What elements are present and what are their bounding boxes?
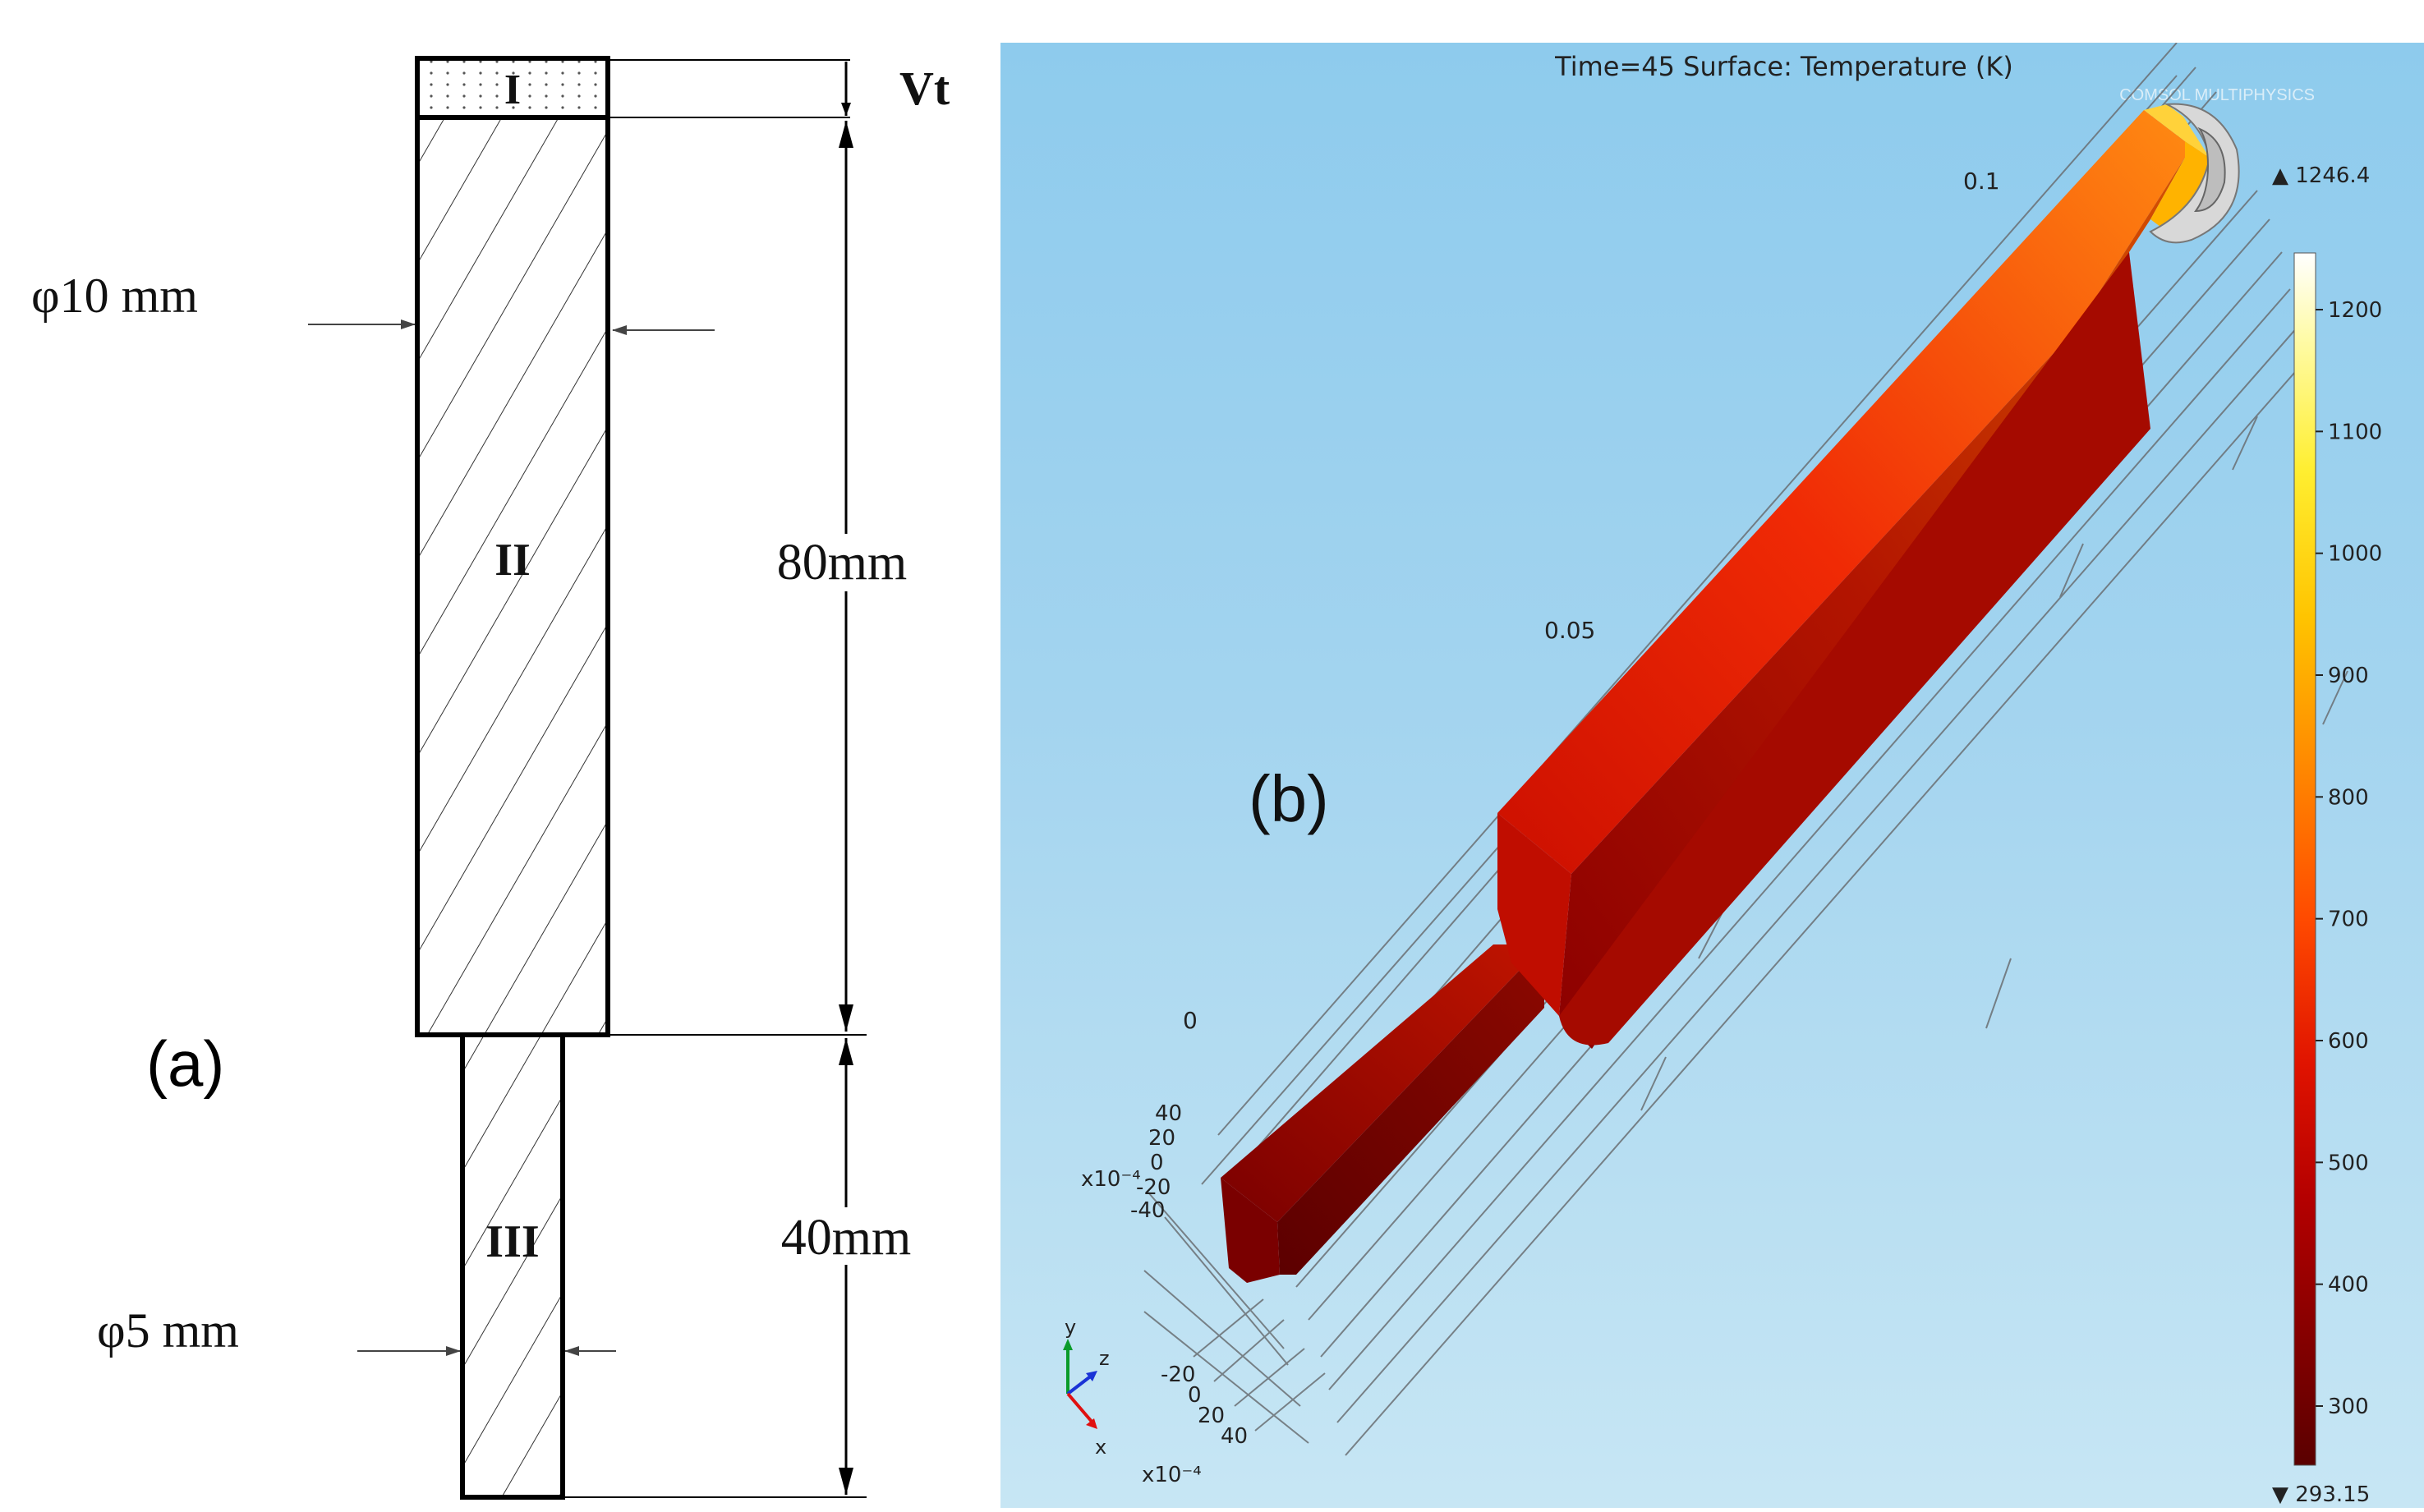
axis-tick-0-05: 0.05	[1544, 617, 1595, 644]
length-80-label: 80mm	[777, 535, 907, 591]
y-tick-20: 20	[1148, 1126, 1175, 1151]
comsol-svg: Time=45 Surface: Temperature (K) COMSOL …	[1063, 43, 2382, 1507]
panel-b-label: (b)	[1249, 762, 1329, 835]
colorbar-tick-500: 500	[2328, 1151, 2369, 1175]
thin-rod-end	[1221, 1178, 1280, 1283]
y-tick-neg20: -20	[1136, 1175, 1171, 1200]
diameter-5-label: φ5 mm	[97, 1303, 239, 1358]
x-tick-20: 20	[1198, 1404, 1225, 1428]
colorbar-tick-900: 900	[2328, 664, 2369, 688]
section-ii-rect	[415, 115, 610, 1037]
thick-rod-top-face	[1497, 110, 2185, 874]
diameter-10-label: φ10 mm	[31, 269, 198, 323]
triad-z-label: z	[1099, 1347, 1110, 1370]
length-40-label: 40mm	[781, 1210, 911, 1266]
thick-rod-bottom-curve	[1559, 252, 2150, 1046]
section-iii-label: III	[485, 1216, 539, 1267]
panel-a-label: (a)	[146, 1027, 224, 1100]
triad-y-label: y	[1065, 1316, 1076, 1339]
comsol-logo: COMSOL MULTIPHYSICS	[2119, 86, 2315, 104]
thin-rod-top-face	[1221, 944, 1544, 1222]
x-tick-neg20: -20	[1161, 1363, 1195, 1387]
colorbar-tick-600: 600	[2328, 1029, 2369, 1054]
y-scale-unit: x10⁻⁴	[1081, 1167, 1141, 1192]
colorbar-tick-1100: 1100	[2328, 420, 2382, 444]
colorbar-tick-800: 800	[2328, 785, 2369, 810]
colorbar-tick-1200: 1200	[2328, 298, 2382, 323]
y-scale: 40 20 0 -20 -40 x10⁻⁴	[1081, 1101, 1182, 1223]
colorbar-min-label: ▼ 293.15	[2272, 1482, 2370, 1507]
plot-header: Time=45 Surface: Temperature (K)	[1554, 51, 2013, 82]
colorbar-tick-700: 700	[2328, 908, 2369, 932]
schematic-svg: I II III Vt 80mm 40mm φ10 mm φ5 mm (a)	[31, 56, 953, 1500]
panel-a-schematic: I II III Vt 80mm 40mm φ10 mm φ5 mm (a)	[0, 0, 998, 1508]
vt-label: Vt	[899, 62, 950, 115]
colorbar-gradient	[2293, 252, 2316, 1466]
y-tick-0: 0	[1150, 1151, 1164, 1175]
axis-triad: y z x	[1063, 1316, 1110, 1459]
section-i-label: I	[504, 67, 521, 113]
triad-x-label: x	[1095, 1436, 1106, 1459]
axis-tick-0-1: 0.1	[1963, 168, 2000, 195]
axis-tick-0: 0	[1183, 1007, 1198, 1034]
thin-rod-side-face	[1277, 944, 1544, 1275]
y-tick-40: 40	[1155, 1101, 1182, 1126]
hot-end-top	[2144, 104, 2210, 158]
panel-b-comsol-plot: Time=45 Surface: Temperature (K) COMSOL …	[1000, 43, 2424, 1508]
colorbar-tick-400: 400	[2328, 1273, 2369, 1298]
section-ii-label: II	[494, 535, 531, 586]
section-iii-rect	[460, 1032, 565, 1500]
colorbar-tick-1000: 1000	[2328, 542, 2382, 567]
colorbar: ▲ 1246.4 1200 1100 1000 900 800 700 600 500 400 3…	[2272, 163, 2382, 1507]
hot-end-cap-ring	[2193, 126, 2226, 213]
colorbar-tick-300: 300	[2328, 1395, 2369, 1419]
x-tick-0: 0	[1188, 1383, 1202, 1408]
thick-rod-front-face	[1497, 813, 1571, 1016]
y-tick-neg40: -40	[1130, 1198, 1165, 1223]
colorbar-max-label: ▲ 1246.4	[2272, 163, 2370, 188]
x-scale-unit: x10⁻⁴	[1142, 1463, 1202, 1487]
x-scale: -20 0 20 40 x10⁻⁴	[1142, 1363, 1248, 1487]
x-tick-40: 40	[1221, 1424, 1248, 1449]
